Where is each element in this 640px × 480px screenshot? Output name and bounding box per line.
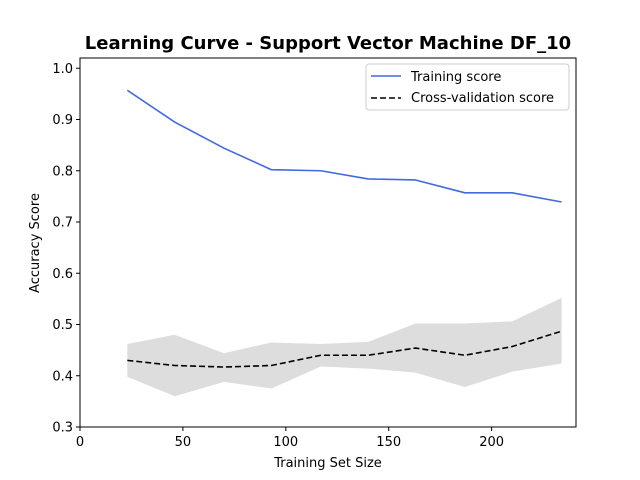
x-tick-label: 100 xyxy=(273,435,298,450)
x-tick-label: 0 xyxy=(76,435,84,450)
x-axis-ticks: 0 50 100 150 200 xyxy=(76,427,504,450)
band-layer xyxy=(127,297,562,397)
x-tick-label: 50 xyxy=(175,435,192,450)
y-tick-label: 0.7 xyxy=(52,216,73,231)
legend: Training score Cross-validation score xyxy=(365,63,570,111)
y-tick-label: 0.8 xyxy=(52,164,73,179)
y-axis-label: Accuracy Score xyxy=(28,193,43,293)
chart-title: Learning Curve - Support Vector Machine … xyxy=(85,33,571,54)
legend-box xyxy=(365,63,570,111)
legend-label-cv: Cross-validation score xyxy=(411,91,554,106)
y-axis-ticks: 0.3 0.4 0.5 0.6 0.7 0.8 0.9 1.0 xyxy=(52,62,80,436)
training-score-line xyxy=(126,89,562,203)
y-tick-label: 0.9 xyxy=(52,113,73,128)
x-tick-label: 200 xyxy=(479,435,504,450)
cv-std-band xyxy=(127,297,562,397)
series-layer xyxy=(126,89,562,368)
y-tick-label: 1.0 xyxy=(52,62,73,77)
plot-frame xyxy=(79,57,577,428)
y-tick-label: 0.6 xyxy=(52,267,73,282)
x-axis-label: Training Set Size xyxy=(273,456,382,471)
legend-label-training: Training score xyxy=(410,70,501,85)
y-tick-label: 0.5 xyxy=(52,318,73,333)
cv-score-line xyxy=(127,330,562,368)
y-tick-label: 0.4 xyxy=(52,369,73,384)
x-tick-label: 150 xyxy=(376,435,401,450)
y-tick-label: 0.3 xyxy=(52,421,73,436)
